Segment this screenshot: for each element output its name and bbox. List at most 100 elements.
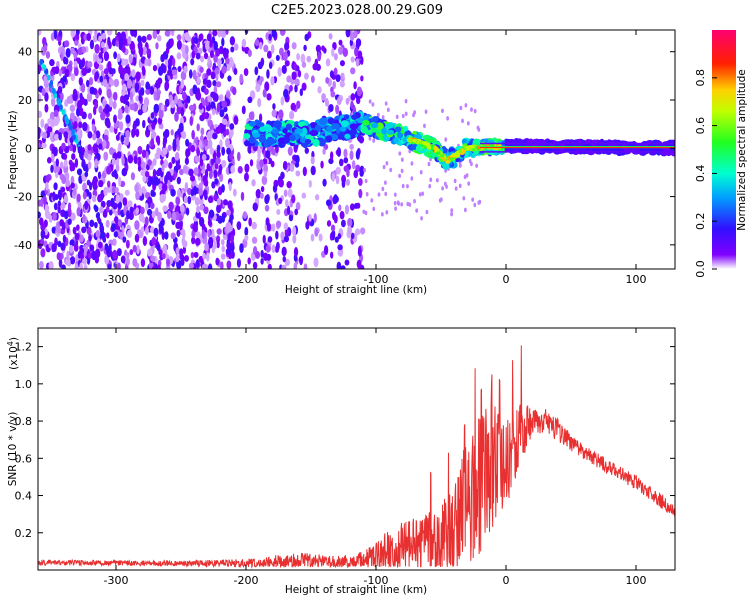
spectrogram-cell (318, 138, 326, 147)
spectrogram-cell (299, 88, 303, 97)
spectrogram-cell (51, 153, 55, 163)
spectrogram-cell (205, 40, 210, 51)
spectrogram-x-axis-label: Height of straight line (km) (285, 284, 427, 296)
spectrogram-cell (302, 166, 307, 177)
spectrogram-cell (152, 30, 157, 40)
spectrogram-cell (340, 72, 345, 80)
spectrogram-cell (400, 202, 404, 207)
spectrogram-cell (214, 67, 220, 75)
spectrogram-cell (199, 66, 204, 73)
snr-x-axis-label: Height of straight line (km) (285, 584, 427, 596)
spectrogram-cell (229, 36, 236, 46)
spectrogram-cell (292, 226, 297, 236)
spectrogram-cell (243, 133, 251, 140)
spectrogram-cell (141, 149, 147, 159)
spectrogram-cell (340, 120, 350, 128)
spectrogram-cell (51, 66, 57, 73)
spectrogram-cell (230, 233, 235, 243)
spectrogram-cell (422, 141, 427, 146)
spectrogram-cell (395, 114, 399, 120)
spectrogram-cell (126, 229, 133, 238)
spectrogram-cell (382, 164, 386, 170)
spectrogram-cell (68, 159, 73, 166)
spectrogram-cell (283, 136, 291, 144)
spectrogram-cell (120, 134, 125, 143)
spectrogram-cell (221, 65, 227, 74)
spectrogram-cell (325, 58, 331, 67)
spectrogram-cell (210, 71, 216, 80)
spectrogram-cell (161, 183, 168, 192)
spectrogram-cell (132, 122, 137, 131)
spectrogram-cell (156, 264, 162, 269)
spectrogram-cell (393, 200, 397, 206)
spectrogram-cell (344, 204, 350, 215)
spectrogram-cell (386, 107, 390, 113)
spectrogram-cell (287, 146, 293, 156)
spectrogram-cell (67, 63, 73, 73)
spectrogram-cell (150, 112, 155, 119)
spectrogram-cell (420, 216, 423, 221)
spectrogram-cell (191, 236, 196, 245)
spectrogram-cell (415, 208, 419, 213)
spectrogram-cell (129, 103, 135, 111)
spectrogram-cell (206, 33, 212, 42)
spectrogram-cell (89, 244, 95, 252)
spectrogram-cell (248, 121, 257, 127)
spectrogram-cell (257, 61, 263, 70)
spectrogram-cell (406, 184, 409, 189)
spectrogram-cell (121, 45, 126, 53)
spectrogram-cell (86, 226, 92, 235)
spectrogram-cell (182, 164, 188, 174)
spectrogram-cell (118, 142, 122, 150)
spectrogram-cell (130, 30, 136, 37)
spectrogram-cell (189, 175, 196, 182)
spectrogram-cell (212, 150, 217, 160)
spectrogram-cell (38, 141, 41, 150)
spectrogram-cell (215, 157, 221, 165)
spectrogram-cell (92, 34, 98, 43)
spectrogram-cell (145, 88, 151, 95)
spectrogram-cell (65, 117, 69, 124)
spectrogram-cell (343, 156, 349, 164)
spectrogram-cell (375, 122, 384, 130)
spectrogram-cell (216, 204, 222, 214)
spectrogram-cell (46, 74, 51, 81)
spectrogram-cell (377, 192, 381, 197)
spectrogram-cell (138, 94, 142, 102)
spectrogram-cell (199, 33, 204, 41)
spectrogram-cell (413, 199, 416, 204)
spectrogram-cell (304, 147, 309, 154)
spectrogram-cell (345, 30, 351, 38)
spectrogram-cell (221, 160, 227, 168)
spectrogram-cell (96, 212, 101, 219)
snr-x-tick-label: -200 (234, 574, 259, 587)
spectrogram-cell (72, 134, 76, 141)
spectrogram-cell (267, 263, 272, 269)
spectrogram-cell (151, 265, 157, 269)
spectrogram-cell (164, 98, 170, 107)
spectrogram-cell (106, 199, 112, 208)
spectrogram-cell (208, 209, 215, 219)
spectrogram-cell (335, 166, 342, 175)
spectrogram-cell (210, 91, 216, 98)
spectrogram-cell (385, 161, 389, 166)
spectrogram-cell (160, 122, 164, 130)
spectrogram-cell (150, 138, 155, 148)
spectrogram-cell (393, 192, 397, 197)
spectrogram-cell (429, 177, 433, 182)
spectrogram-cell (106, 180, 111, 188)
spectrogram-cell (384, 101, 388, 106)
spectrogram-cell (194, 155, 201, 163)
spectrogram-cell (63, 158, 68, 168)
spectrogram-x-tick-label: -300 (104, 273, 129, 286)
spectrogram-cell (76, 207, 81, 217)
spectrogram-cell (248, 217, 252, 227)
spectrogram-cell (140, 258, 146, 268)
spectrogram-cell (108, 67, 114, 75)
spectrogram-cell (99, 75, 104, 83)
spectrogram-cell (53, 109, 59, 118)
spectrogram-cell (322, 148, 326, 155)
spectrogram-cell (351, 114, 358, 120)
spectrogram-cell (308, 213, 312, 222)
spectrogram-cell (74, 158, 79, 168)
